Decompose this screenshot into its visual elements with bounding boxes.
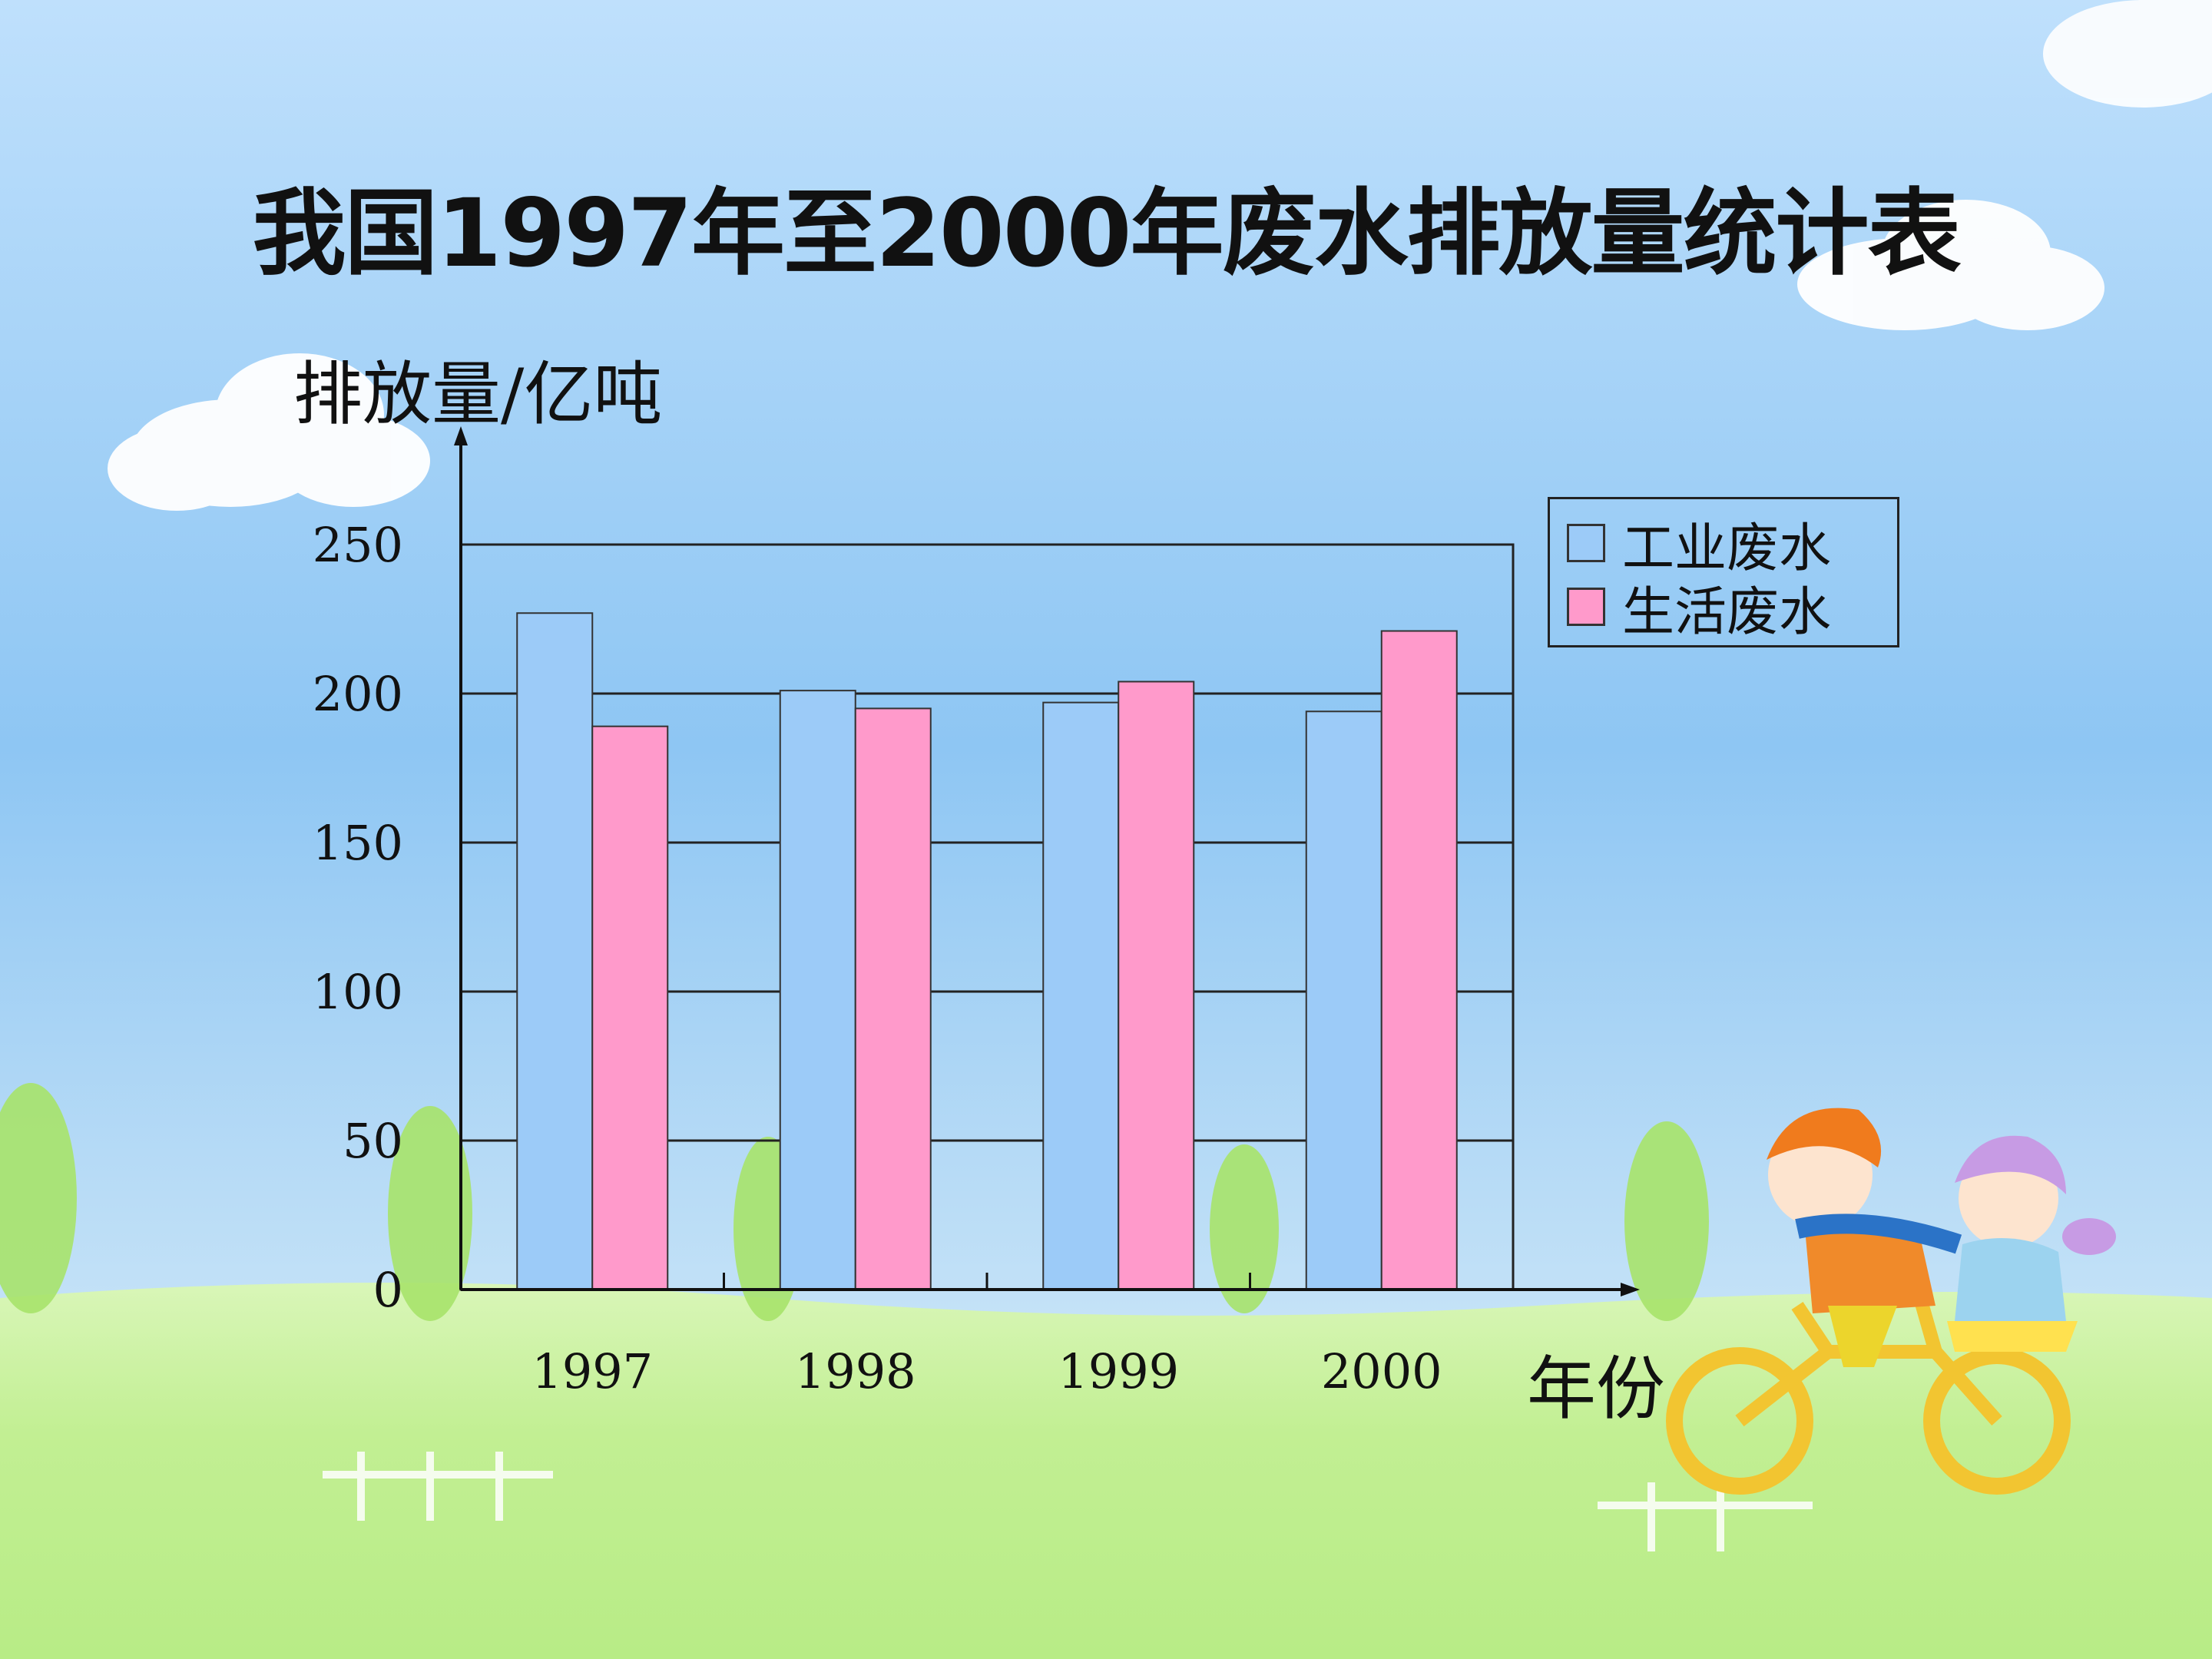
cloud-top-right (2043, 0, 2212, 108)
bar-domestic-2000 (1380, 630, 1458, 1290)
y-tick-label: 100 (313, 964, 403, 1020)
y-tick-labels: 0 50 100 150 200 250 (313, 517, 403, 1318)
cloud-right (1797, 200, 2104, 330)
bar-industrial-2000 (1305, 710, 1382, 1290)
x-axis-arrow (1621, 1283, 1640, 1296)
x-tick-label: 1999 (1058, 1343, 1179, 1399)
bar-industrial-1998 (779, 690, 856, 1290)
chart-title: 我国1997年至2000年废水排放量统计表 (252, 179, 1961, 288)
bar-industrial-1997 (516, 612, 594, 1290)
x-tick-label: 1997 (531, 1343, 653, 1399)
grass-field (0, 1283, 2212, 1659)
y-tick-label: 50 (343, 1113, 403, 1169)
y-tick-label: 250 (313, 517, 403, 573)
bar-domestic-1998 (854, 707, 932, 1290)
bars (516, 612, 1458, 1290)
chart-legend: 工业废水 生活废水 (1548, 497, 1899, 647)
cloud-left (108, 353, 430, 511)
legend-item-industrial: 工业废水 (1567, 512, 1831, 579)
x-tick-label: 2000 (1321, 1343, 1442, 1399)
x-axis-label: 年份 (1527, 1349, 1665, 1429)
fence (323, 1452, 1813, 1551)
axes (454, 426, 1640, 1296)
legend-label-industrial: 工业废水 (1622, 518, 1832, 579)
bicycle-illustration (1666, 1108, 2116, 1495)
bar-industrial-1999 (1042, 701, 1120, 1290)
y-tick-label: 200 (313, 666, 403, 722)
legend-item-domestic: 生活废水 (1567, 576, 1831, 643)
x-tick-labels: 1997 1998 1999 2000 (531, 1273, 1442, 1399)
bar-domestic-1999 (1118, 680, 1195, 1290)
legend-swatch-domestic (1567, 588, 1605, 626)
y-axis-arrow (454, 426, 468, 445)
y-axis-label: 排放量/亿吨 (293, 354, 663, 435)
y-tick-label: 150 (313, 815, 403, 871)
legend-swatch-industrial (1567, 524, 1605, 562)
x-tick-label: 1998 (795, 1343, 916, 1399)
legend-label-domestic: 生活废水 (1622, 581, 1832, 643)
y-tick-label: 0 (373, 1262, 403, 1318)
bar-domestic-1997 (591, 725, 669, 1290)
